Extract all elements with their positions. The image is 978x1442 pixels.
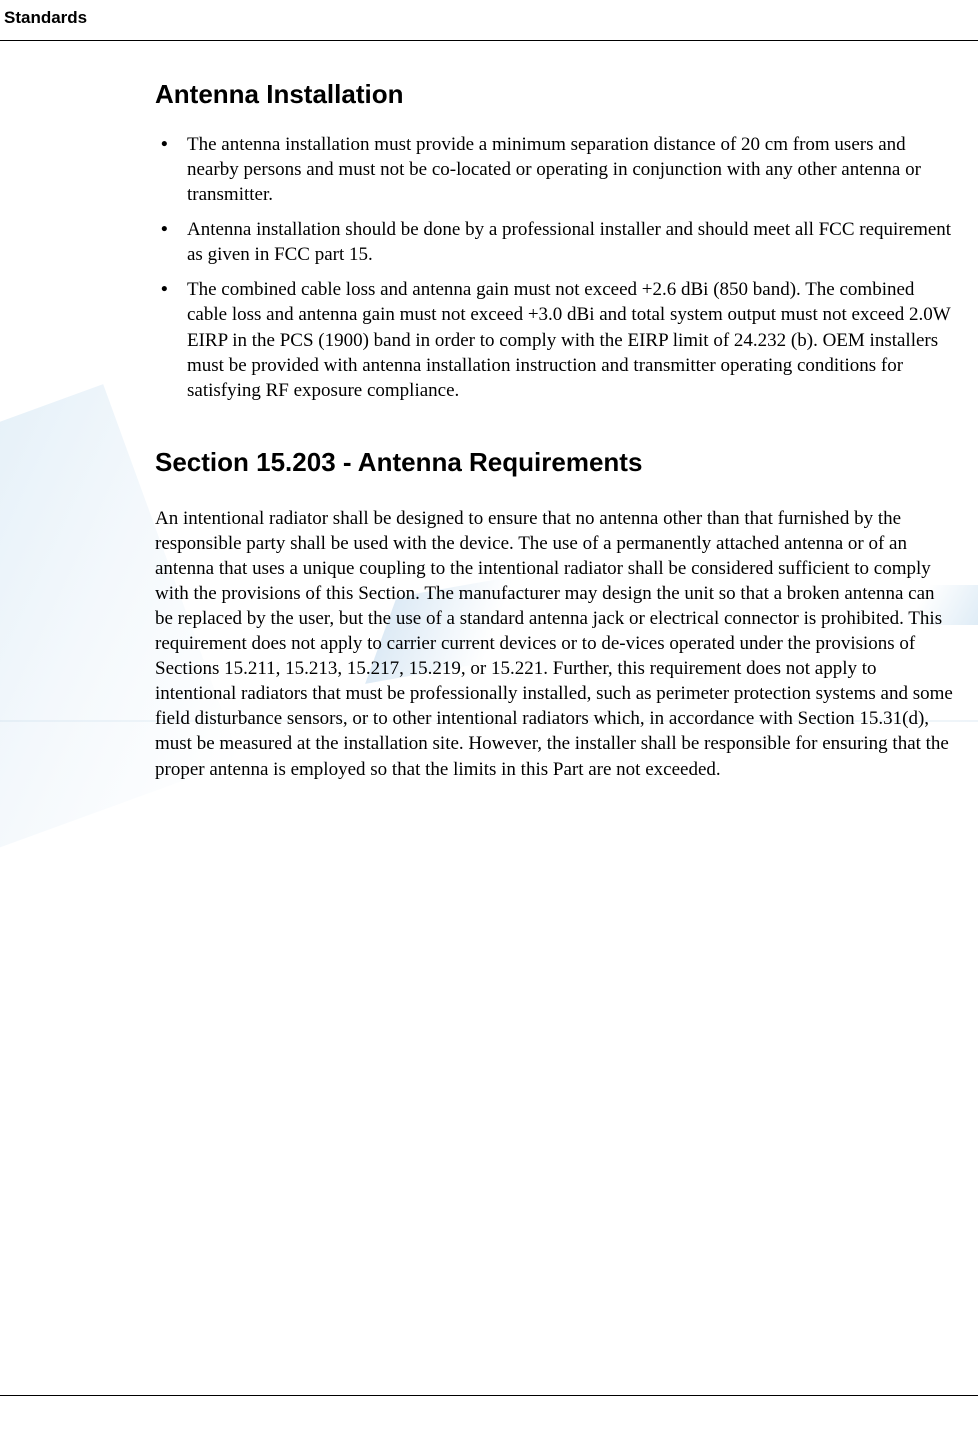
page-header-label: Standards [0,0,978,28]
main-content: Antenna Installation The antenna install… [155,41,954,782]
bullet-item: The combined cable loss and antenna gain… [183,277,954,402]
antenna-requirements-body: An intentional radiator shall be designe… [155,506,954,782]
footer-divider [0,1395,978,1396]
section-heading-antenna-requirements: Section 15.203 - Antenna Requirements [155,447,954,478]
section-heading-antenna-installation: Antenna Installation [155,79,954,110]
bullet-item: The antenna installation must provide a … [183,132,954,207]
bullet-item: Antenna installation should be done by a… [183,217,954,267]
antenna-installation-bullets: The antenna installation must provide a … [183,132,954,403]
